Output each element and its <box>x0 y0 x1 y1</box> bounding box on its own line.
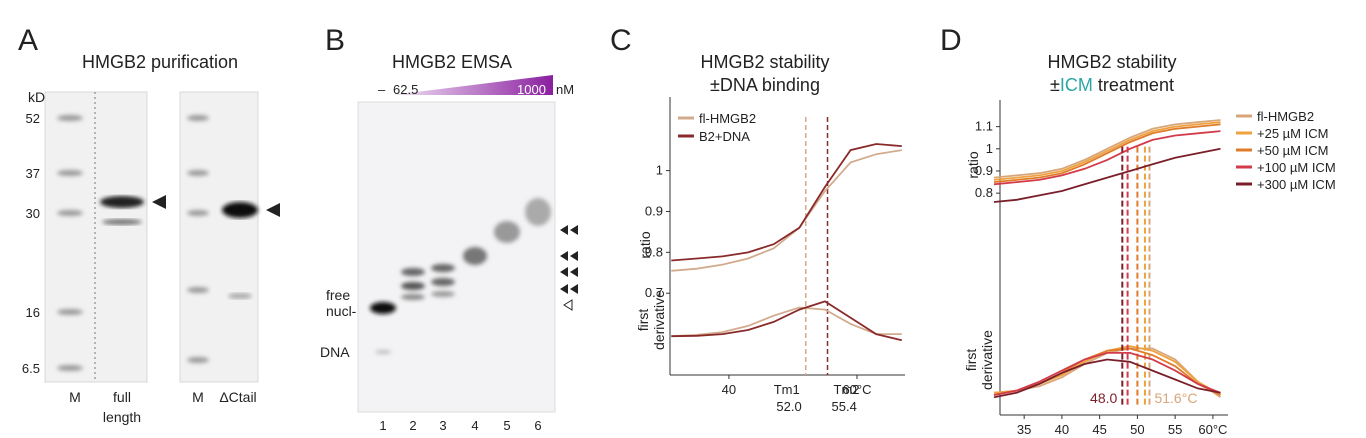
ratio-line <box>993 130 1221 186</box>
ratio-line <box>993 121 1221 181</box>
gel <box>179 91 259 383</box>
lane-label: M <box>192 389 204 405</box>
lane-label: 2 <box>409 418 416 433</box>
x-tick-label: 40 <box>722 382 736 397</box>
tm-value: 55.4 <box>832 399 857 414</box>
panel-b: B HMGB2 EMSA – 62.5 1000 nM free nucl- D… <box>320 24 578 433</box>
x-tick-label: 50 <box>1130 422 1144 437</box>
x-tick-label: 60°C <box>1198 422 1227 437</box>
ratio-line <box>993 147 1221 203</box>
panel-letter: A <box>18 24 38 57</box>
gel <box>44 91 148 383</box>
x-tick-label: 60°C <box>842 382 871 397</box>
lane-label: 3 <box>439 418 446 433</box>
tm-name: Tm2 <box>834 382 860 397</box>
gel <box>357 101 556 413</box>
legend-label: fl-HMGB2 <box>1257 109 1314 124</box>
derivative-line <box>671 300 903 342</box>
lane-label: ΔCtail <box>219 389 256 405</box>
lane-label: 4 <box>471 418 478 433</box>
chart-title: HMGB2 stability <box>700 52 829 72</box>
lane-label: 5 <box>503 418 510 433</box>
marker-label: 16 <box>26 305 40 320</box>
y-label: first <box>635 309 651 332</box>
legend-label: +50 µM ICM <box>1257 143 1328 158</box>
lane-label: M <box>69 389 81 405</box>
panel-title: HMGB2 purification <box>82 52 238 72</box>
band <box>102 219 142 225</box>
ladder <box>57 115 83 371</box>
arrow <box>152 195 166 209</box>
chart-subtitle: ±DNA binding <box>710 75 820 95</box>
ratio-line <box>993 123 1221 183</box>
panel-letter: D <box>940 24 962 57</box>
legend-label: fl-HMGB2 <box>699 111 756 126</box>
legend-label: B2+DNA <box>699 129 750 144</box>
x-tick-label: 35 <box>1017 422 1031 437</box>
marker-label: 30 <box>26 206 40 221</box>
y-tick-label: 1.1 <box>975 119 993 134</box>
side-label: free <box>326 287 350 303</box>
lane-label: 1 <box>379 418 386 433</box>
band <box>100 196 144 208</box>
ratio-line <box>671 149 902 272</box>
band <box>228 293 252 299</box>
conc-unit: nM <box>556 82 574 97</box>
y-tick-label: 1 <box>656 163 663 178</box>
y-label: ratio <box>637 231 653 258</box>
y-label: derivative <box>979 330 995 390</box>
tm-label: 48.0 <box>1090 390 1117 406</box>
y-label: first <box>963 349 979 372</box>
y-tick-label: 0.9 <box>645 203 663 218</box>
arrow <box>266 203 280 217</box>
marker-label: 37 <box>26 166 40 181</box>
y-tick-label: 1 <box>986 141 993 156</box>
ladder <box>187 115 209 363</box>
y-tick-label: 0.9 <box>975 163 993 178</box>
x-tick-label: 45 <box>1092 422 1106 437</box>
lane-label: length <box>103 409 141 425</box>
y-label: ratio <box>965 151 981 178</box>
legend-label: +100 µM ICM <box>1257 160 1336 175</box>
y-tick-label: 0.8 <box>975 185 993 200</box>
y-label: derivative <box>651 290 667 350</box>
ratio-line <box>993 119 1221 179</box>
panel-letter: B <box>325 24 345 57</box>
marker-label: 6.5 <box>22 361 40 376</box>
side-label: DNA <box>320 344 350 360</box>
lane-label: 6 <box>534 418 541 433</box>
derivative-line <box>993 352 1221 396</box>
panel-letter: C <box>610 24 632 57</box>
tm-value: 52.0 <box>776 399 801 414</box>
x-tick-label: 55 <box>1168 422 1182 437</box>
panel-title: HMGB2 EMSA <box>392 52 512 72</box>
marker-label: 52 <box>26 111 40 126</box>
side-label: nucl- <box>326 303 357 319</box>
lane-label: full <box>113 389 131 405</box>
derivative-line <box>671 306 902 338</box>
gradient <box>392 75 553 95</box>
band-arrows <box>560 225 578 311</box>
ratio-line <box>671 143 902 262</box>
chart-title: HMGB2 stability <box>1047 52 1176 72</box>
conc-label: 1000 <box>517 82 546 97</box>
x-tick-label: 40 <box>1055 422 1069 437</box>
conc-label: 62.5 <box>393 82 418 97</box>
panel-a: A HMGB2 purification kDa 52 37 30 16 6.5… <box>18 24 280 425</box>
conc-label: – <box>378 82 386 97</box>
derivative-line <box>993 358 1221 399</box>
y-tick-label: 0.7 <box>645 285 663 300</box>
tm-name: Tm1 <box>774 382 800 397</box>
bands <box>370 198 551 354</box>
chart-subtitle: ±ICM treatment <box>1050 75 1174 95</box>
y-tick-label: 0.8 <box>645 244 663 259</box>
legend-label: +25 µM ICM <box>1257 126 1328 141</box>
tm-label: 51.6°C <box>1154 390 1197 406</box>
legend-label: +300 µM ICM <box>1257 177 1336 192</box>
band <box>222 202 258 218</box>
